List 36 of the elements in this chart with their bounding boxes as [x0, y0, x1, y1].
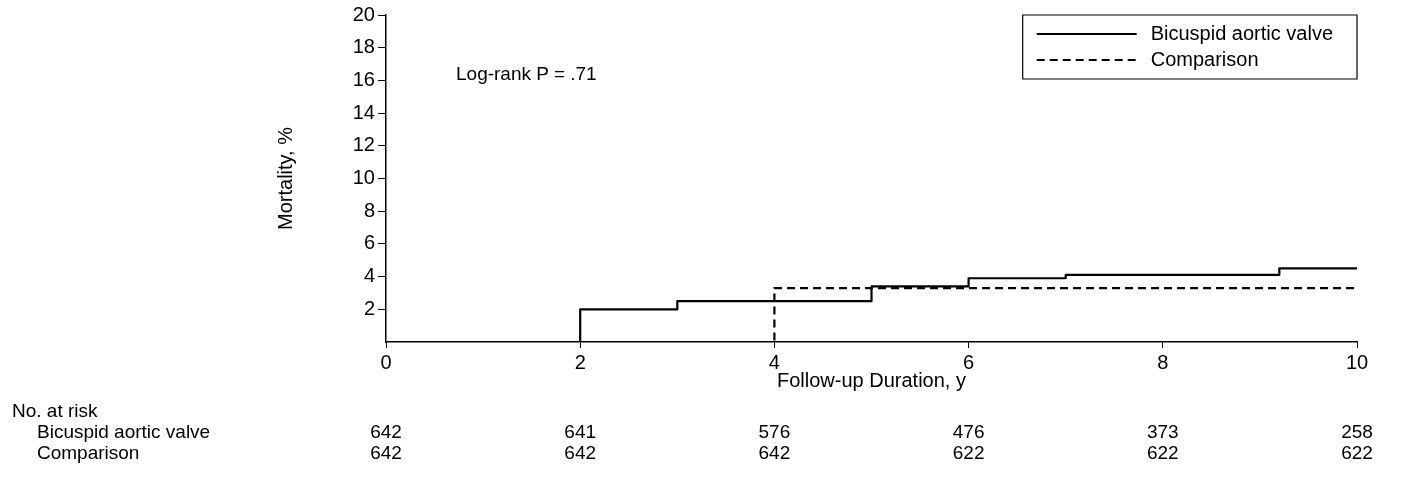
y-tick-label: 2	[363, 296, 375, 319]
annotation: Log-rank P = .71	[456, 63, 597, 85]
text: Bicuspid aortic valve	[37, 421, 211, 443]
text: 622	[1146, 442, 1179, 464]
text: No. at risk	[12, 400, 99, 422]
legend-label: Comparison	[1150, 47, 1259, 70]
y-tick-label: 6	[363, 231, 375, 254]
text: 641	[564, 421, 597, 443]
x-tick-label: 10	[1345, 350, 1369, 373]
text: Comparison	[37, 442, 140, 464]
y-tick-label: 18	[352, 35, 375, 58]
y-tick-label: 10	[352, 166, 375, 189]
y-tick-label: 4	[363, 264, 375, 287]
y-tick-label: 8	[363, 198, 375, 221]
text: 258	[1341, 421, 1373, 443]
y-tick-label: 20	[352, 2, 375, 25]
text: 476	[952, 421, 985, 443]
text: 373	[1146, 421, 1179, 443]
x-axis-title: Follow-up Duration, y	[777, 368, 966, 391]
x-tick-label: 8	[1157, 350, 1169, 373]
text: 622	[952, 442, 985, 464]
text: 642	[370, 421, 402, 443]
x-tick-label: 6	[963, 350, 975, 373]
text: 576	[758, 421, 791, 443]
legend-label: Bicuspid aortic valve	[1150, 21, 1334, 44]
text: 642	[370, 442, 402, 464]
y-tick-label: 16	[352, 67, 375, 90]
text: 642	[564, 442, 597, 464]
y-tick-label: 12	[352, 133, 375, 156]
text: 642	[758, 442, 791, 464]
x-tick-label: 4	[768, 350, 780, 373]
y-axis-title: Mortality, %	[273, 126, 296, 230]
x-tick-label: 0	[380, 350, 392, 373]
y-tick-label: 14	[352, 100, 375, 123]
x-tick-label: 2	[574, 350, 586, 373]
text: 622	[1341, 442, 1373, 464]
